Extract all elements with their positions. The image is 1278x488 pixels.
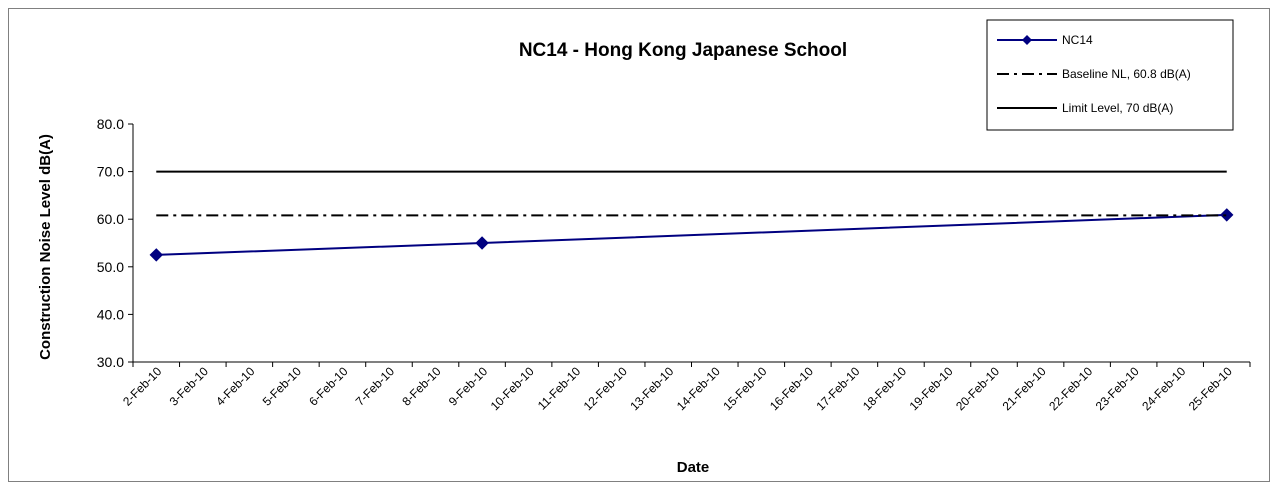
x-tick-label: 8-Feb-10 xyxy=(399,364,444,409)
legend-marker xyxy=(1022,35,1032,45)
x-tick-label: 18-Feb-10 xyxy=(860,364,909,413)
x-tick-label: 6-Feb-10 xyxy=(306,364,351,409)
y-tick-label: 50.0 xyxy=(97,259,124,275)
x-tick-label: 11-Feb-10 xyxy=(535,364,584,413)
y-tick-label: 60.0 xyxy=(97,211,124,227)
x-tick-label: 21-Feb-10 xyxy=(1000,364,1049,413)
x-tick-label: 24-Feb-10 xyxy=(1139,364,1188,413)
x-tick-label: 19-Feb-10 xyxy=(907,364,956,413)
axes xyxy=(132,124,1250,363)
x-tick-label: 15-Feb-10 xyxy=(720,364,769,413)
legend-item: Baseline NL, 60.8 dB(A) xyxy=(997,67,1191,81)
x-tick-label: 10-Feb-10 xyxy=(488,364,537,413)
x-tick-label: 5-Feb-10 xyxy=(260,364,305,409)
data-point-marker xyxy=(149,248,163,262)
x-tick-label: 3-Feb-10 xyxy=(167,364,212,409)
data-point-marker xyxy=(475,236,489,250)
x-ticks: 2-Feb-10 3-Feb-10 4-Feb-10 5-Feb-10 6-Feb-10… xyxy=(120,362,1251,413)
x-tick-label: 12-Feb-10 xyxy=(581,364,630,413)
y-tick-label: 70.0 xyxy=(97,164,124,180)
x-tick-label: 22-Feb-10 xyxy=(1046,364,1095,413)
legend: NC14 Baseline NL, 60.8 dB(A) Limit Level, … xyxy=(986,19,1234,131)
y-ticks: 30.0 40.0 50.0 60.0 70.0 80.0 xyxy=(97,116,133,370)
x-tick-label: 4-Feb-10 xyxy=(213,364,258,409)
x-tick-label: 23-Feb-10 xyxy=(1093,364,1142,413)
series-layer xyxy=(149,170,1234,262)
legend-item: Limit Level, 70 dB(A) xyxy=(997,101,1173,115)
data-point-marker xyxy=(1220,208,1234,222)
legend-label: Baseline NL, 60.8 dB(A) xyxy=(1062,67,1191,81)
y-tick-label: 40.0 xyxy=(97,306,124,322)
x-tick-label: 2-Feb-10 xyxy=(120,364,165,409)
x-tick-label: 25-Feb-10 xyxy=(1186,364,1235,413)
x-axis-label: Date xyxy=(677,459,710,476)
x-tick-label: 13-Feb-10 xyxy=(627,364,676,413)
chart-title: NC14 - Hong Kong Japanese School xyxy=(519,40,847,61)
series-1 xyxy=(149,208,1234,262)
x-tick-label: 9-Feb-10 xyxy=(446,364,491,409)
x-tick-label: 7-Feb-10 xyxy=(353,364,398,409)
y-tick-label: 80.0 xyxy=(97,116,124,132)
x-tick-label: 20-Feb-10 xyxy=(953,364,1002,413)
x-tick-label: 14-Feb-10 xyxy=(674,364,723,413)
x-tick-label: 17-Feb-10 xyxy=(813,364,862,413)
legend-item: NC14 xyxy=(997,33,1093,47)
legend-label: Limit Level, 70 dB(A) xyxy=(1062,101,1173,115)
x-tick-label: 16-Feb-10 xyxy=(767,364,816,413)
y-axis-label: Construction Noise Level dB(A) xyxy=(37,134,54,360)
y-tick-label: 30.0 xyxy=(97,354,124,370)
legend-label: NC14 xyxy=(1062,33,1093,47)
series-line xyxy=(156,213,1227,256)
